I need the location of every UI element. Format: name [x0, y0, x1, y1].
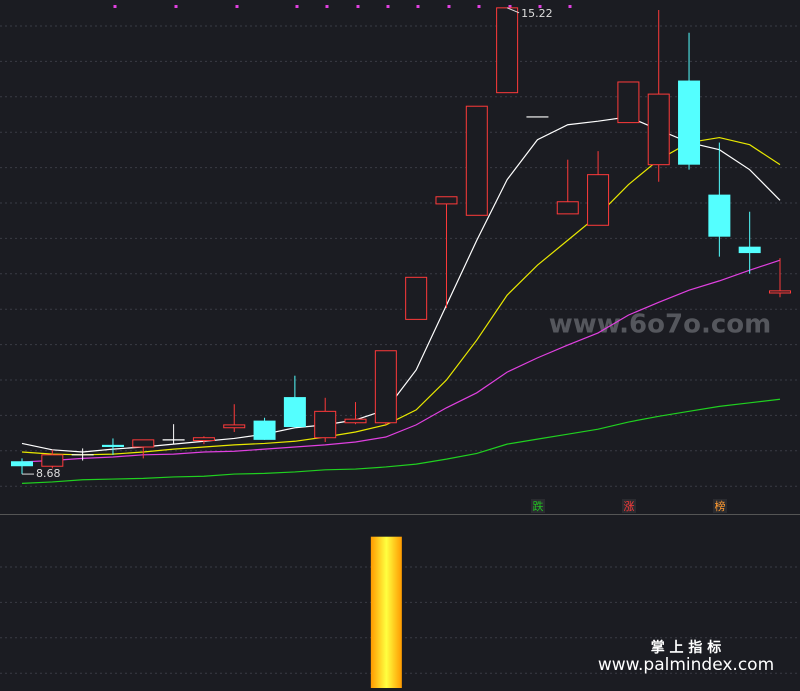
candle-body — [647, 93, 670, 166]
marker-box — [531, 499, 545, 513]
candle-body — [587, 174, 610, 226]
high-label: 15.22 — [521, 7, 553, 20]
candle-body — [344, 418, 367, 424]
candle-body — [435, 196, 458, 205]
top-dot — [538, 5, 542, 8]
brand-site: www.palmindex.com — [598, 655, 774, 675]
top-dot — [386, 5, 390, 8]
top-dot — [325, 5, 329, 8]
candle-body — [617, 81, 640, 124]
top-dot — [447, 5, 451, 8]
candle-body — [11, 461, 33, 467]
candle-body — [132, 439, 155, 448]
top-dot — [416, 5, 420, 8]
candle-body — [223, 424, 246, 429]
candle-body — [738, 246, 761, 254]
moving-average — [21, 398, 781, 484]
marker: 跌 — [533, 499, 544, 513]
candle-body — [283, 397, 306, 428]
candle-body — [496, 7, 519, 94]
marker-box — [713, 499, 727, 513]
top-dot — [295, 5, 299, 8]
marker-box — [622, 499, 636, 513]
candle-body — [314, 410, 337, 439]
candle-body — [253, 420, 276, 440]
brand: 掌 上 指 标 — [651, 639, 722, 656]
low-label: 8.68 — [36, 467, 61, 480]
candle-body — [708, 194, 731, 237]
candle-body — [556, 201, 579, 215]
marker: 涨 — [624, 500, 635, 513]
candle-body — [192, 437, 215, 442]
top-dot — [174, 5, 178, 8]
top-dot — [477, 5, 481, 8]
candle-body — [769, 290, 791, 294]
top-dot — [508, 5, 512, 8]
watermark: www.6o7o.com — [549, 310, 771, 340]
top-dot — [113, 5, 117, 8]
top-dot — [235, 5, 239, 8]
candle-body — [41, 454, 64, 467]
candle-body — [678, 80, 701, 165]
top-dot — [568, 5, 572, 8]
indicator-bar — [370, 536, 402, 688]
candle-body — [101, 444, 124, 447]
marker: 榜 — [715, 499, 726, 513]
moving-average — [21, 259, 781, 463]
plot: 15.22 8.68 跌 涨 榜 — [11, 7, 791, 688]
pointer — [506, 7, 520, 14]
candle-body — [405, 276, 428, 320]
top-dot — [356, 5, 360, 8]
candle-body — [374, 350, 397, 424]
candle-body — [465, 105, 488, 216]
